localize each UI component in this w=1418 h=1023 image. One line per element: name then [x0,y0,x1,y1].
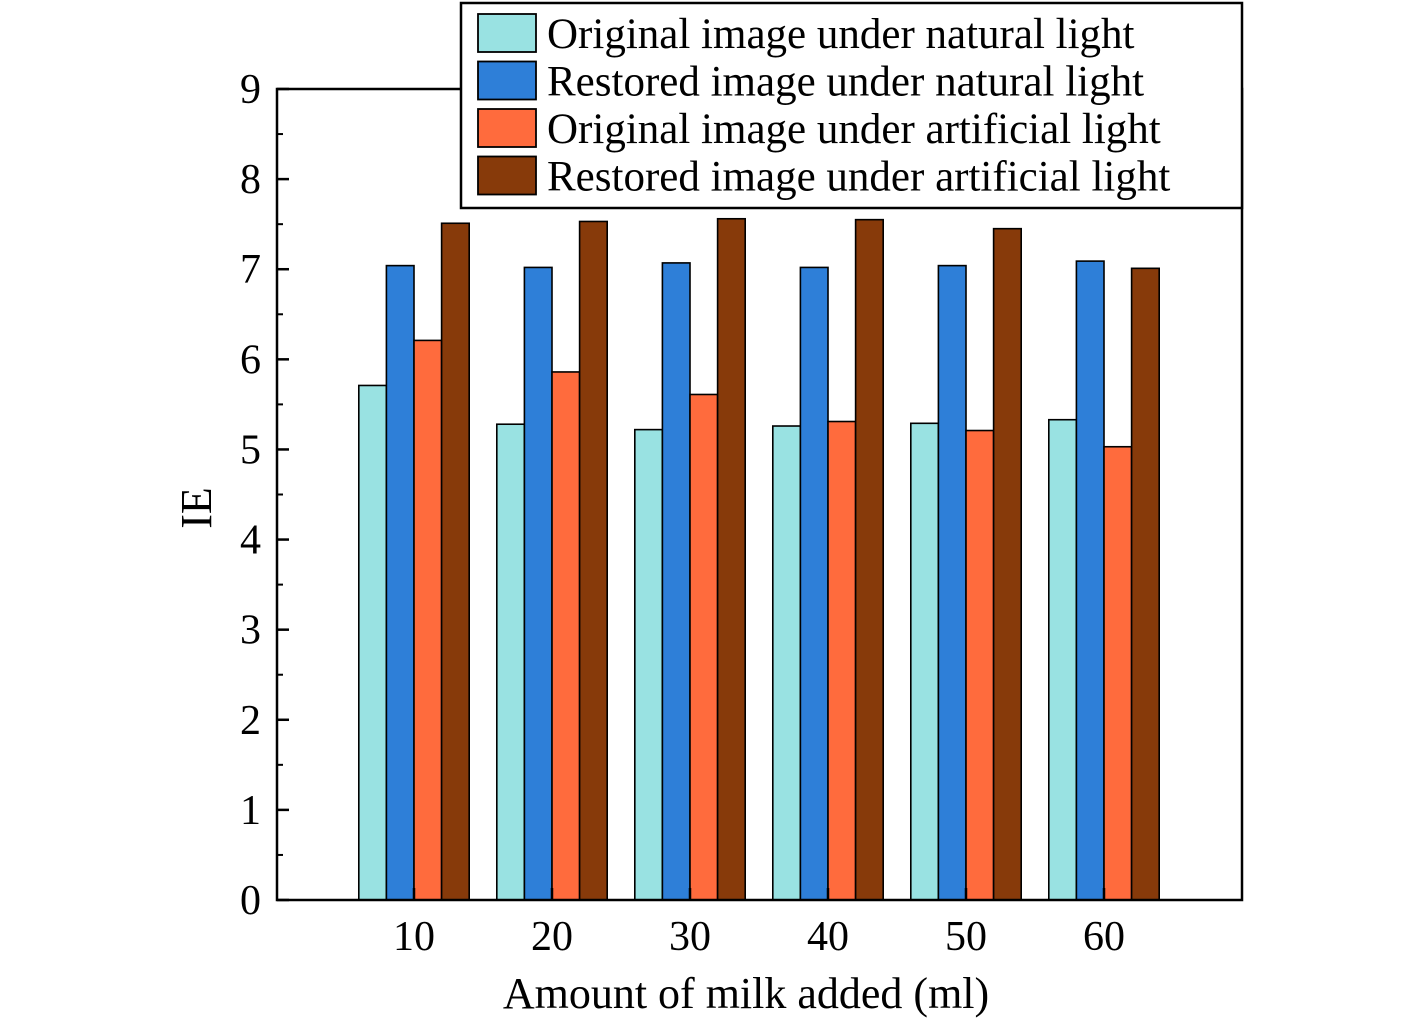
x-axis-ticks: 10 20 30 40 50 60 [393,888,1125,960]
legend-label: Original image under natural light [547,11,1135,58]
legend-label: Restored image under natural light [547,59,1144,106]
x-tick-label: 10 [393,914,435,960]
bar [689,393,719,901]
legend-swatch [477,13,537,53]
bar [633,428,664,901]
bar [495,423,526,901]
y-tick-label: 9 [240,67,261,113]
legend-label: Restored image under artificial light [547,154,1170,201]
y-tick-label: 2 [240,698,261,744]
bar [771,425,802,901]
y-tick-label: 7 [240,247,261,293]
x-tick-label: 50 [945,914,987,960]
legend-frame [459,1,1244,210]
y-axis-ticks: 0 1 2 3 4 5 6 7 8 9 [240,67,289,924]
x-axis-title: Amount of milk added (ml) [503,969,989,1018]
bars-group [357,217,1160,901]
y-tick-label: 6 [240,337,261,383]
legend-label: Original image under artificial light [547,106,1161,153]
bar [413,339,443,901]
bar [799,266,829,901]
legend: Original image under natural lightRestor… [459,1,1244,210]
y-tick-label: 0 [240,878,261,924]
legend-swatch [477,108,537,148]
bar [661,262,691,901]
bar [551,371,581,901]
legend-swatch [477,155,537,196]
y-tick-label: 5 [240,427,261,473]
bar [909,422,940,901]
bar [440,222,471,901]
bar [1130,267,1160,901]
bar [1075,260,1105,901]
bar [937,264,967,901]
bar [854,218,884,901]
y-tick-label: 4 [240,518,261,564]
x-tick-label: 40 [807,914,849,960]
bar [965,429,995,901]
bar [1103,445,1133,901]
bar [385,264,415,901]
bar [578,220,608,901]
legend-swatch [477,60,537,101]
x-tick-label: 60 [1083,914,1125,960]
y-tick-label: 3 [240,608,261,654]
x-tick-label: 30 [669,914,711,960]
bar [827,420,857,901]
bar [357,384,388,901]
y-tick-label: 1 [240,788,261,834]
y-axis-title: IE [172,487,221,529]
x-tick-label: 20 [531,914,573,960]
y-tick-label: 8 [240,157,261,203]
bar [1048,418,1078,901]
bar [992,227,1022,901]
bar [523,266,553,901]
bar [716,217,746,901]
